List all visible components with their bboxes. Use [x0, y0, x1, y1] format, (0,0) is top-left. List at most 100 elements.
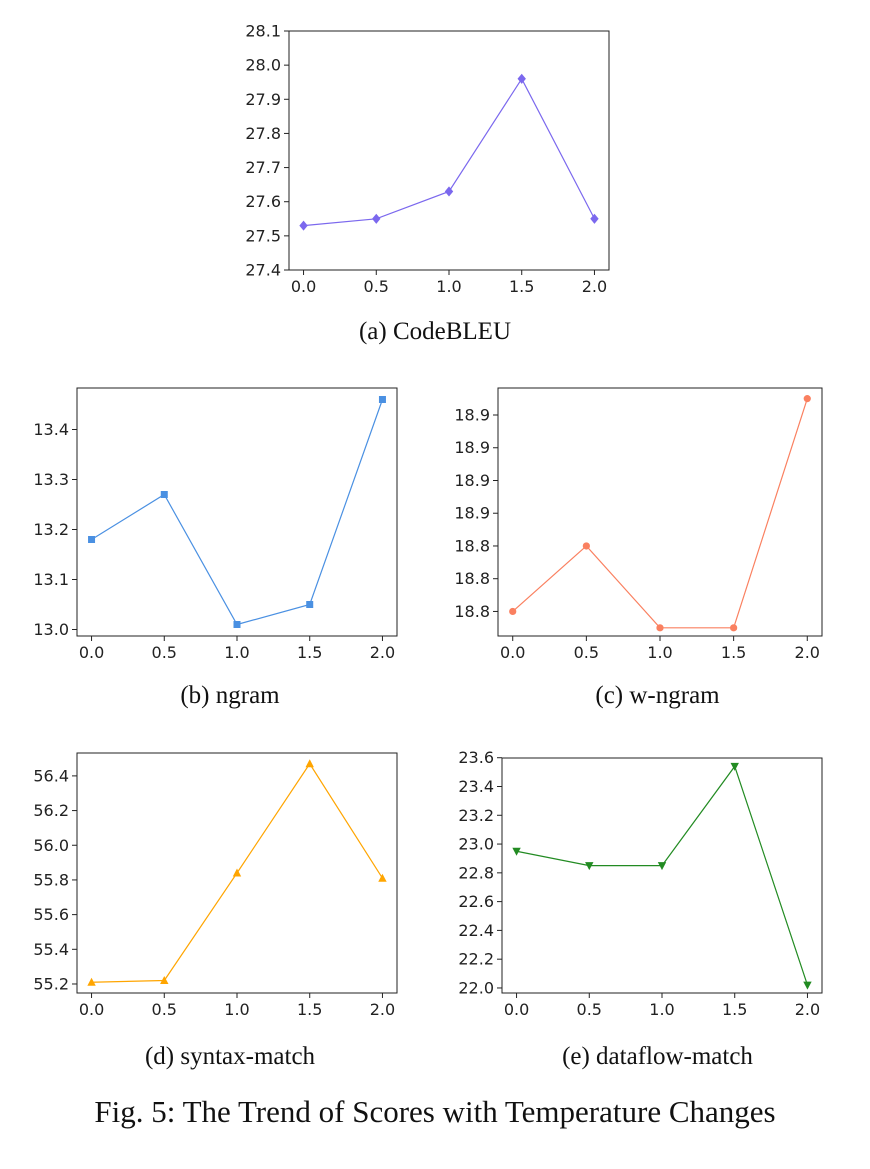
x-tick-label: 2.0 [795, 1000, 820, 1019]
data-point [306, 601, 314, 608]
data-point [87, 977, 96, 986]
x-tick-label: 0.5 [574, 643, 599, 662]
y-tick-label: 13.2 [33, 520, 69, 539]
y-tick-label: 23.6 [458, 748, 494, 767]
data-point [372, 213, 381, 224]
x-tick-label: 0.5 [152, 643, 177, 662]
y-tick-label: 23.4 [458, 777, 494, 796]
y-tick-label: 22.4 [458, 921, 494, 940]
chart-panel-codebleu: 27.4 27.5 27.6 27.7 27.8 27.9 28.0 28.1 0.0 0.5 1.… [0, 0, 870, 360]
y-tick-label: 27.5 [245, 226, 281, 245]
data-point [160, 976, 169, 985]
y-tick-label: 27.4 [245, 261, 281, 280]
data-point [803, 981, 812, 990]
x-tick-label: 0.0 [500, 643, 525, 662]
figure-caption: Fig. 5: The Trend of Scores with Tempera… [94, 1094, 776, 1129]
x-tick-label: 0.0 [79, 643, 104, 662]
chart-w-ngram: 18.8 18.8 18.8 18.9 18.9 18.9 18.9 0.0 0.5 1.0 1.5… [454, 387, 823, 662]
y-tick-label: 13.4 [33, 420, 69, 439]
series-line [303, 77, 595, 227]
chart-panel-dataflow-match: 22.0 22.2 22.4 22.6 22.8 23.0 23.2 23.4 23.6 0.0 0… [435, 725, 870, 1080]
y-tick-label: 28.1 [245, 22, 281, 41]
x-tick-label: 0.5 [364, 277, 389, 296]
data-point [582, 542, 590, 550]
caption-codebleu: (a) CodeBLEU [358, 318, 512, 345]
x-tick-label: 2.0 [370, 643, 395, 662]
y-tick-label: 18.8 [454, 602, 490, 621]
data-point [509, 607, 517, 616]
chart-codebleu: 27.4 27.5 27.6 27.7 27.8 27.9 28.0 28.1 0.0 0.5 1.… [245, 22, 610, 296]
data-point [657, 862, 667, 871]
y-tick-label: 55.2 [33, 974, 69, 993]
x-tick-label: 0.5 [152, 1000, 177, 1019]
y-tick-label: 13.3 [33, 470, 69, 489]
y-tick-label: 27.7 [245, 158, 281, 177]
x-tick-label: 1.0 [224, 1000, 249, 1019]
data-point [160, 491, 168, 498]
data-point [517, 73, 526, 84]
data-point [803, 395, 811, 403]
data-point [444, 186, 454, 197]
x-tick-label: 1.0 [224, 643, 249, 662]
y-tick-label: 18.9 [454, 406, 490, 425]
data-point [305, 759, 314, 768]
data-point [299, 220, 308, 231]
y-tick-label: 22.8 [458, 863, 494, 882]
series-line [516, 765, 809, 986]
data-point [585, 862, 594, 871]
y-tick-label: 18.8 [454, 569, 490, 588]
data-point [590, 213, 599, 224]
series-line [512, 398, 808, 629]
y-tick-label: 55.6 [33, 905, 69, 924]
x-tick-label: 2.0 [370, 1000, 395, 1019]
x-tick-label: 2.0 [582, 277, 607, 296]
chart-panel-w-ngram: 18.8 18.8 18.8 18.9 18.9 18.9 18.9 0.0 0.5 1.0 1.5… [435, 365, 870, 720]
x-tick-label: 1.5 [721, 643, 746, 662]
plot-frame [497, 387, 823, 637]
y-tick-label: 23.2 [458, 806, 494, 825]
y-tick-label: 13.0 [33, 620, 69, 639]
caption-w-ngram: (c) w-ngram [595, 682, 720, 709]
caption-dataflow-match: (e) dataflow-match [562, 1043, 753, 1070]
x-tick-label: 1.0 [436, 277, 461, 296]
x-tick-label: 1.0 [647, 643, 672, 662]
chart-panel-syntax-match: 55.2 55.4 55.6 55.8 56.0 56.2 56.4 0.0 0.5 1.0 1.5… [0, 725, 435, 1080]
x-tick-label: 0.0 [291, 277, 316, 296]
y-tick-label: 18.8 [454, 536, 490, 555]
x-tick-label: 0.0 [504, 1000, 529, 1019]
data-point [232, 868, 242, 877]
data-point [378, 396, 386, 403]
y-tick-label: 56.2 [33, 801, 69, 820]
y-tick-label: 22.2 [458, 950, 494, 969]
x-tick-label: 1.5 [297, 1000, 322, 1019]
chart-syntax-match: 55.2 55.4 55.6 55.8 56.0 56.2 56.4 0.0 0.5 1.0 1.5… [33, 752, 398, 1019]
caption-syntax-match: (d) syntax-match [144, 1043, 316, 1070]
y-tick-label: 22.0 [458, 978, 494, 997]
data-point [512, 847, 521, 856]
plot-frame [501, 757, 823, 994]
chart-ngram: 13.0 13.1 13.2 13.3 13.4 0.0 0.5 1.0 1.5 2.0 [33, 387, 398, 662]
data-point [233, 621, 241, 628]
y-tick-label: 55.4 [33, 940, 69, 959]
caption-ngram: (b) ngram [180, 682, 280, 709]
y-tick-label: 55.8 [33, 870, 69, 889]
chart-panel-ngram: 13.0 13.1 13.2 13.3 13.4 0.0 0.5 1.0 1.5 2.0 (b) … [0, 365, 435, 720]
y-tick-label: 18.9 [454, 504, 490, 523]
data-point [378, 873, 387, 882]
y-tick-label: 56.0 [33, 836, 69, 855]
y-tick-label: 18.9 [454, 438, 490, 457]
y-tick-label: 18.9 [454, 471, 490, 490]
series-line [91, 399, 384, 626]
plot-frame [76, 387, 398, 637]
data-point [730, 624, 738, 632]
y-tick-label: 28.0 [245, 56, 281, 75]
x-tick-label: 1.5 [722, 1000, 747, 1019]
x-tick-label: 1.5 [297, 643, 322, 662]
y-tick-label: 23.0 [458, 835, 494, 854]
y-tick-label: 13.1 [33, 570, 69, 589]
y-tick-label: 22.6 [458, 892, 494, 911]
y-tick-label: 56.4 [33, 766, 69, 785]
x-tick-label: 0.5 [577, 1000, 602, 1019]
plot-frame [288, 30, 610, 271]
x-tick-label: 2.0 [795, 643, 820, 662]
